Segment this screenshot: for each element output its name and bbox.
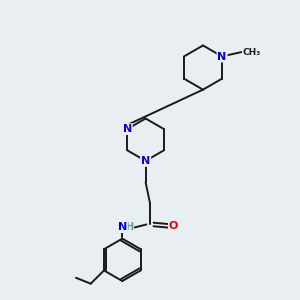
Text: N: N [218,52,227,61]
Text: N: N [118,222,127,232]
Text: H: H [125,222,133,233]
Text: O: O [169,221,178,231]
Text: N: N [141,156,150,166]
Text: CH₃: CH₃ [243,48,261,57]
Text: N: N [123,124,132,134]
